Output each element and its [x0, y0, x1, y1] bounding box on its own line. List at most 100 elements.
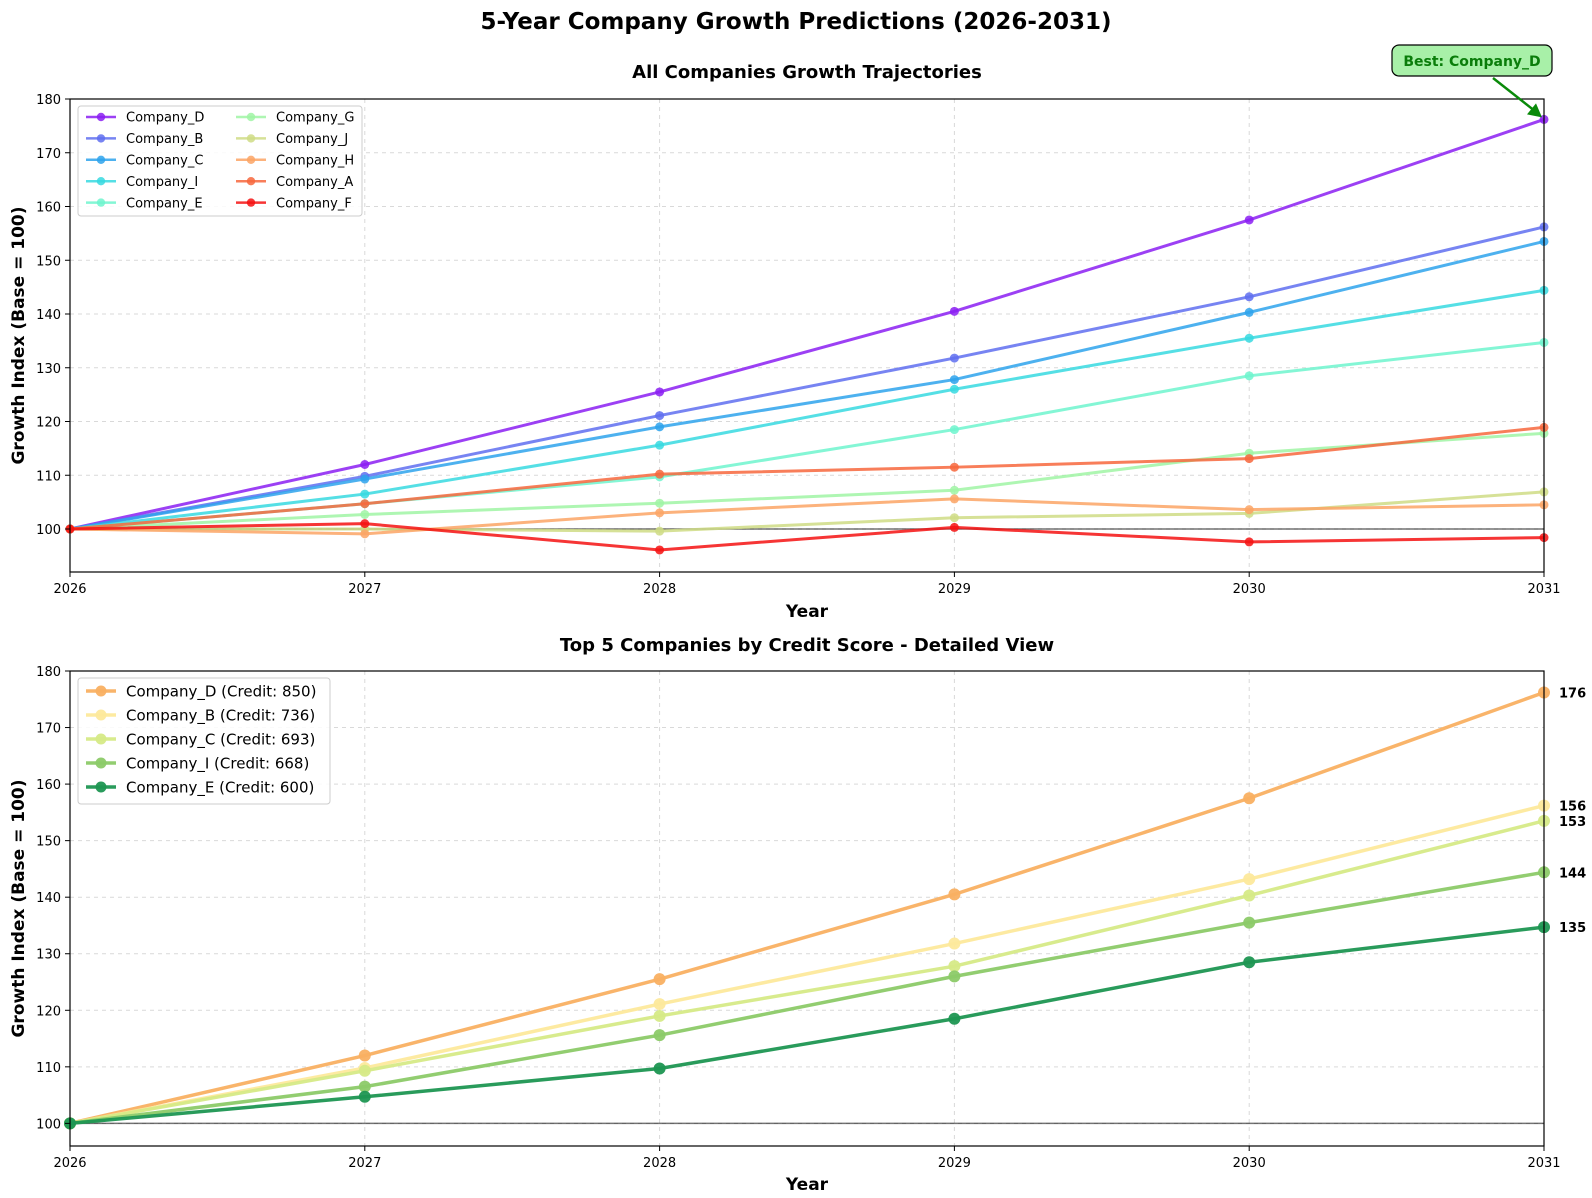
legend-item: Company_E (Credit: 600)	[86, 778, 314, 797]
data-point	[360, 489, 370, 499]
y-tick-label: 140	[36, 308, 61, 323]
series-line-company-a	[69, 425, 1545, 531]
annotation-arrow-head	[1527, 103, 1542, 118]
legend-item: Company_F	[236, 196, 352, 211]
data-point	[949, 306, 959, 316]
legend-item: Company_C (Credit: 693)	[86, 730, 315, 749]
legend-swatch-marker	[96, 177, 106, 186]
data-point	[1243, 916, 1256, 929]
legend-swatch-marker	[96, 155, 106, 164]
data-point	[358, 1049, 371, 1062]
annotation-box	[1391, 44, 1553, 77]
data-point	[358, 1090, 371, 1103]
legend-item: Company_D (Credit: 850)	[86, 682, 316, 701]
legend-label: Company_A	[276, 175, 353, 190]
y-tick-label: 150	[36, 835, 61, 850]
data-point	[360, 474, 370, 484]
legend-box	[77, 105, 363, 217]
annotation-label: Best: Company_D	[1403, 54, 1540, 70]
y-tick-label: 160	[36, 778, 61, 793]
data-point	[360, 460, 370, 469]
data-point	[655, 469, 665, 479]
chart-all-companies: 2026 2027 2028 2029 2030 2031 100 110 120 130 140 1…	[9, 44, 1561, 622]
plot-frame	[69, 98, 1545, 573]
end-value-label: 176	[1559, 686, 1586, 701]
y-tick-label: 170	[36, 722, 61, 737]
series-line-company-i	[69, 870, 1545, 1126]
legend-item: Company_C	[86, 153, 203, 168]
x-axis-label: Year	[785, 1175, 829, 1195]
legend-item: Company_I (Credit: 668)	[86, 754, 309, 773]
series-line-company-d	[69, 118, 1545, 531]
data-point	[653, 1062, 666, 1075]
data-point	[655, 526, 665, 536]
y-tick-label: 110	[36, 469, 61, 484]
legend-label: Company_B (Credit: 736)	[126, 706, 315, 725]
legend-swatch-marker	[95, 685, 107, 697]
legend-label: Company_G	[276, 111, 354, 126]
data-point	[358, 1080, 371, 1093]
end-value-label: 144	[1559, 866, 1586, 881]
best-annotation: Best: Company_D	[1391, 44, 1553, 118]
data-point	[948, 888, 961, 901]
data-point	[653, 1029, 666, 1042]
legend-label: Company_H	[276, 153, 354, 168]
y-tick-label: 100	[36, 523, 61, 538]
data-point	[949, 353, 959, 363]
data-point	[360, 499, 370, 509]
series-line-company-d	[69, 690, 1545, 1126]
data-point	[1243, 956, 1256, 969]
data-point	[653, 998, 666, 1011]
data-point	[949, 375, 959, 385]
data-point	[949, 485, 959, 495]
data-point	[948, 937, 961, 950]
chart-title: Top 5 Companies by Credit Score - Detail…	[560, 635, 1054, 656]
data-point	[1244, 333, 1254, 343]
data-point	[1243, 889, 1256, 902]
legend-swatch-marker	[246, 155, 256, 164]
legend-label: Company_E (Credit: 600)	[126, 778, 314, 797]
figure-title: 5-Year Company Growth Predictions (2026-…	[481, 9, 1112, 35]
y-tick-label: 110	[36, 1061, 61, 1076]
legend-label: Company_D	[126, 111, 204, 126]
end-value-label: 156	[1559, 800, 1586, 815]
data-point	[949, 522, 959, 532]
data-point	[360, 519, 370, 529]
legend-swatch-marker	[246, 134, 256, 143]
series-line-company-e	[69, 340, 1545, 531]
x-tick-label: 2030	[1233, 582, 1266, 597]
legend-label: Company_B	[126, 132, 203, 147]
data-point	[1244, 537, 1254, 547]
legend: Company_D Company_B Company_C Company_I Comp…	[77, 105, 363, 217]
x-tick-label: 2028	[643, 1156, 676, 1171]
legend-item: Company_H	[236, 153, 354, 168]
data-point	[949, 425, 959, 435]
legend-swatch-marker	[246, 112, 256, 122]
data-point	[949, 384, 959, 394]
data-point	[655, 545, 665, 555]
legend-swatch-marker	[95, 757, 107, 769]
data-point	[948, 960, 961, 973]
series-line-company-e	[69, 925, 1545, 1126]
data-point	[1244, 307, 1254, 317]
data-point	[360, 509, 370, 519]
data-point	[655, 440, 665, 450]
series-line-company-g	[69, 431, 1545, 531]
data-point	[949, 494, 959, 504]
y-tick-label: 180	[36, 665, 61, 680]
data-point	[1244, 505, 1254, 515]
data-point	[653, 973, 666, 986]
series-line-company-f	[69, 522, 1545, 552]
data-point	[653, 1009, 666, 1022]
series-line-company-b	[69, 225, 1545, 531]
legend-swatch-marker	[96, 112, 106, 122]
end-value-label: 135	[1559, 921, 1586, 936]
data-point	[655, 411, 665, 421]
data-point	[1243, 792, 1256, 805]
x-tick-label: 2031	[1527, 582, 1560, 597]
data-point	[360, 529, 370, 539]
end-value-label: 153	[1559, 815, 1586, 830]
legend-item: Company_D	[86, 111, 204, 126]
